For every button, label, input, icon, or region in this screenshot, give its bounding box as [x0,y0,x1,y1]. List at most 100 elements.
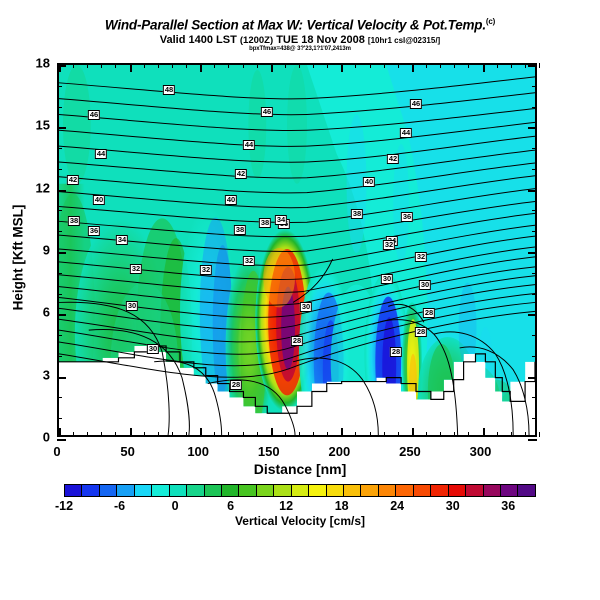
colorbar-swatch-0 [65,485,83,496]
field-svg [59,65,535,435]
colorbar-swatch-20 [413,485,432,496]
contour-label: 48 [162,85,176,95]
contour-label: 32 [414,252,428,262]
y-tick [57,376,66,379]
x-tick [524,432,526,437]
y-axis-title: Height [Kft MSL] [10,204,26,311]
y-tick-right [532,85,537,87]
y-tick [57,127,66,130]
x-tick-label: 0 [53,444,61,459]
colorbar-swatch-26 [518,485,535,496]
y-tick-label: 15 [35,117,50,133]
y-tick-right [532,148,537,150]
y-tick [57,439,66,441]
x-tick [256,432,258,437]
x-tick [186,432,188,437]
subtitle-date: TUE 18 Nov 2008 [276,33,365,46]
x-tick-top [256,63,258,68]
contour-label: 36 [400,212,414,222]
contour-label: 46 [87,110,101,120]
x-tick [284,432,286,437]
y-tick-right [528,189,537,192]
title-block: Wind-Parallel Section at Max W: Vertical… [0,14,600,53]
x-tick-top [383,63,385,68]
x-tick [355,432,357,437]
contour-label: 28 [422,308,436,318]
y-tick [57,65,66,67]
figure-title-text: Wind-Parallel Section at Max W: Vertical… [104,17,486,33]
x-tick-top [59,63,61,72]
x-tick-label: 100 [187,444,210,459]
contour-label: 30 [418,280,432,290]
x-axis-title: Distance [nm] [253,461,347,477]
x-tick-top [454,63,456,68]
x-tick-label: 250 [399,444,421,459]
y-tick [57,314,66,317]
x-tick-top [73,63,75,68]
cross-section-plot: 4846464644444442424240404038383838363636… [57,63,540,441]
y-tick-right [528,314,537,317]
colorbar-swatch-10 [239,485,257,496]
contour-label: 32 [199,265,213,275]
x-tick-top [468,63,470,68]
y-tick-right [532,106,537,108]
x-tick [383,432,385,437]
y-tick-right [532,355,537,357]
colorbar-swatch-16 [344,485,362,496]
x-tick-top [327,63,329,68]
colorbar-swatch-6 [169,485,188,496]
x-tick-top [341,63,344,72]
y-tick-label: 0 [42,429,50,445]
y-tick-right [528,65,537,67]
x-tick [369,432,371,437]
x-tick-top [510,63,512,68]
colorbar-swatch-19 [396,485,414,496]
x-tick-top [369,63,371,68]
x-tick [200,428,203,437]
contour-label: 28 [389,347,403,357]
x-tick [510,432,512,437]
x-tick [327,432,329,437]
y-tick-label: 3 [42,367,50,383]
x-tick-top [228,63,230,68]
figure-title-superscript: (c) [485,17,496,26]
y-tick-right [528,252,537,254]
y-tick-right [528,376,537,379]
x-tick-top [426,63,428,68]
x-tick [87,432,89,437]
colorbar-swatch-13 [291,485,310,496]
x-tick-top [496,63,498,68]
colorbar-swatch-25 [500,485,519,496]
colorbar-tick-label: -12 [54,499,74,513]
colorbar-tick-label: -6 [113,499,126,513]
contour-label: 32 [382,240,396,250]
x-tick [129,428,132,437]
x-tick-top [101,63,103,68]
x-tick-top [186,63,188,68]
colorbar-swatch-8 [204,485,222,496]
x-tick [59,428,61,437]
x-tick [496,432,498,437]
contour-label: 42 [386,154,400,164]
y-tick-right [532,210,537,212]
contour-label: 40 [92,195,106,205]
y-tick-label: 9 [42,242,50,258]
subtitle-utc-time: (1200Z) [239,34,274,46]
y-tick-label: 12 [35,180,50,196]
y-tick [57,168,62,170]
x-tick [214,432,216,437]
x-tick [482,428,485,437]
contour-label: 46 [260,107,274,117]
contour-label: 46 [409,99,423,109]
y-tick-right [528,127,537,130]
x-tick [539,432,540,437]
x-tick [228,432,230,437]
contour-label: 40 [362,177,376,187]
x-tick-top [355,63,357,68]
lower-contours [59,258,530,435]
colorbar-wrap: -12 -6 0 6 12 18 24 30 36 [55,484,536,513]
colorbar-swatch-21 [431,485,449,496]
colorbar-swatch-24 [483,485,501,496]
contour-label: 38 [258,218,272,228]
